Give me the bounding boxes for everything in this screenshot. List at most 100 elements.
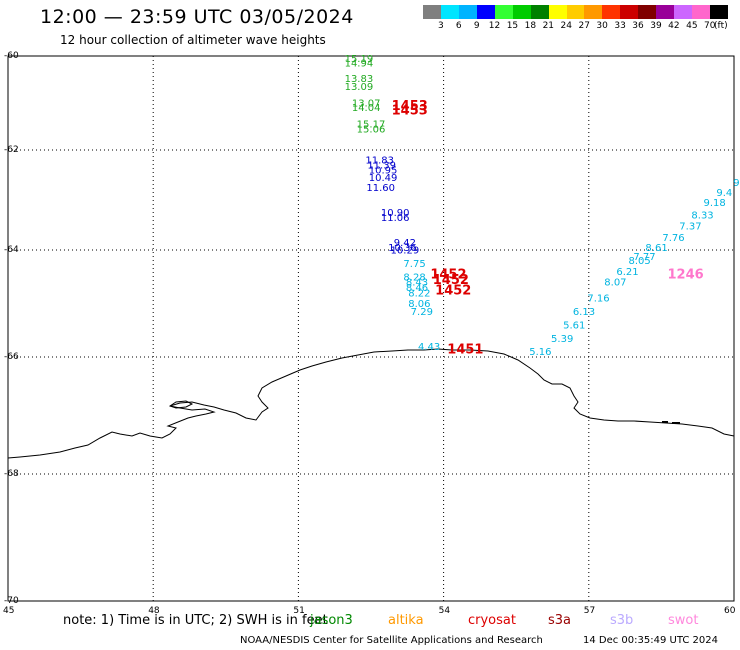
orbit-rev-label: 1452 (433, 273, 469, 288)
latitude-tick-label: -60 (4, 51, 19, 61)
wave-height-label: 7.76 (662, 233, 684, 244)
wave-height-label: 9 (733, 178, 739, 189)
wave-height-label: 11.83 (365, 156, 394, 167)
latitude-tick-label: -62 (4, 145, 19, 155)
map-subtitle: 12 hour collection of altimeter wave hei… (60, 33, 326, 47)
wave-height-label: 10.49 (369, 173, 398, 184)
wave-height-label: 10.29 (391, 246, 420, 257)
wave-height-label: 10.36 (388, 243, 417, 254)
generated-timestamp: 14 Dec 00:35:49 UTC 2024 (583, 635, 718, 646)
orbit-rev-label: 1451 (447, 343, 483, 358)
wave-height-label: 9.18 (704, 198, 726, 209)
latitude-tick-label: -68 (4, 469, 19, 479)
wave-height-label: 6.13 (573, 307, 595, 318)
wave-height-label: 13.07 (352, 99, 381, 110)
color-scale-label: 9 (473, 21, 480, 31)
wave-height-label: 10.90 (381, 208, 410, 219)
color-scale-label: 3 (437, 21, 444, 31)
map-frame (7, 55, 735, 602)
color-scale-label: 27 (578, 21, 590, 31)
wave-height-label: 7.75 (403, 259, 425, 270)
graticule (8, 56, 734, 601)
longitude-tick-label: 57 (583, 606, 596, 616)
wave-height-label: 15.19 (345, 54, 374, 65)
wave-height-label: 7.29 (411, 307, 433, 318)
wave-height-label: 15.17 (357, 120, 386, 131)
latitude-tick-label: -64 (4, 245, 19, 255)
wave-height-label: 7.37 (679, 222, 701, 233)
map-title: 12:00 — 23:59 UTC 03/05/2024 (40, 6, 354, 28)
color-scale-bar (423, 5, 728, 19)
satellite-legend-altika: altika (388, 613, 424, 628)
color-scale-label: 21 (542, 21, 555, 31)
credit-line: NOAA/NESDIS Center for Satellite Applica… (240, 635, 543, 646)
satellite-legend-jason3: jason3 (310, 613, 353, 628)
color-scale-label: 42 (668, 21, 680, 31)
wave-height-label: 14.94 (345, 59, 374, 70)
color-scale-label: 70 (704, 21, 716, 31)
wave-height-label: 5.61 (563, 320, 585, 331)
wave-height-label: 8.61 (645, 243, 667, 254)
color-swatch (638, 5, 657, 19)
color-scale-label: 33 (614, 21, 626, 31)
wave-height-label: 4.43 (418, 342, 440, 353)
color-scale-label: 18 (524, 21, 537, 31)
orbit-rev-label: 1453 (392, 104, 428, 119)
color-scale-label: 24 (560, 21, 572, 31)
color-scale-label: 12 (488, 21, 501, 31)
color-scale-label: 6 (455, 21, 462, 31)
color-swatch (710, 5, 728, 19)
coastline-ice-fragment (168, 400, 194, 409)
wave-height-label: 15.06 (357, 124, 386, 135)
wave-height-label: 9.4 (716, 188, 732, 199)
wave-height-label: 8.07 (604, 278, 626, 289)
latitude-tick-label: -66 (4, 352, 19, 362)
longitude-tick-label: 60 (724, 606, 736, 616)
color-scale-unit: (ft) (714, 21, 728, 31)
coastline (7, 348, 735, 459)
wave-height-label: 13.83 (345, 74, 374, 85)
color-swatch (692, 5, 710, 19)
color-scale-label: 30 (596, 21, 608, 31)
wave-height-label: 6.21 (616, 267, 638, 278)
longitude-tick-label: 48 (148, 606, 160, 616)
orbit-rev-label: 1453 (392, 99, 428, 114)
color-scale-label: 39 (650, 21, 662, 31)
wave-height-label: 8.28 (403, 272, 425, 283)
wave-height-label: 7.77 (633, 252, 655, 263)
color-swatch (530, 5, 549, 19)
longitude-tick-label: 51 (293, 606, 305, 616)
wave-height-label: 8.46 (406, 283, 428, 294)
color-swatch (656, 5, 675, 19)
color-swatch (476, 5, 495, 19)
orbit-rev-label: 1246 (668, 268, 704, 283)
longitude-tick-label: 54 (438, 606, 451, 616)
color-swatch (423, 5, 441, 19)
color-swatch (566, 5, 585, 19)
orbit-rev-label: 1452 (430, 268, 466, 283)
color-scale-label: 15 (506, 21, 519, 31)
wave-height-label: 11.06 (381, 213, 410, 224)
satellite-legend-cryosat: cryosat (468, 613, 516, 628)
coastline-ice-fragment-small (662, 421, 680, 424)
wave-height-label: 5.39 (551, 334, 573, 345)
wave-height-label: 11.60 (366, 183, 395, 194)
wave-height-label: 7.16 (587, 294, 609, 305)
color-swatch (584, 5, 603, 19)
color-swatch (458, 5, 477, 19)
color-swatch (674, 5, 693, 19)
color-swatch (620, 5, 639, 19)
orbit-rev-label: 1452 (435, 284, 471, 299)
wave-height-label: 13.09 (345, 82, 374, 93)
antarctic-coastline (7, 348, 735, 459)
wave-height-label: 10.95 (369, 166, 398, 177)
wave-height-label: 5.16 (529, 347, 551, 358)
satellite-legend-swot: swot (668, 613, 699, 628)
satellite-legend-s3b: s3b (610, 613, 634, 628)
wave-height-label: 11.39 (367, 161, 396, 172)
color-scale-label: 45 (686, 21, 698, 31)
longitude-tick-label: 45 (3, 606, 15, 616)
satellite-legend-s3a: s3a (548, 613, 572, 628)
